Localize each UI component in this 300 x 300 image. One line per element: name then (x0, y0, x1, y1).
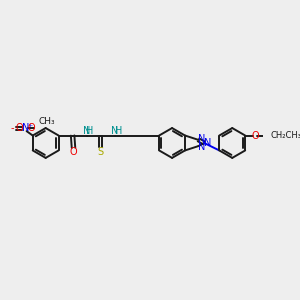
Text: CH₂CH₃: CH₂CH₃ (271, 131, 300, 140)
Text: N: N (83, 126, 90, 136)
Text: S: S (98, 147, 104, 157)
Text: N: N (111, 126, 118, 136)
Text: N: N (198, 142, 206, 152)
Text: O: O (252, 130, 260, 140)
Text: O: O (70, 147, 77, 157)
Text: O: O (16, 124, 23, 134)
Text: H: H (86, 126, 94, 136)
Text: +: + (27, 123, 32, 128)
Text: N: N (204, 138, 212, 148)
Text: N: N (198, 134, 206, 144)
Text: H: H (115, 126, 122, 136)
Text: N: N (22, 124, 29, 134)
Text: O: O (27, 124, 35, 134)
Text: CH₃: CH₃ (38, 116, 55, 125)
Text: -: - (11, 124, 14, 134)
